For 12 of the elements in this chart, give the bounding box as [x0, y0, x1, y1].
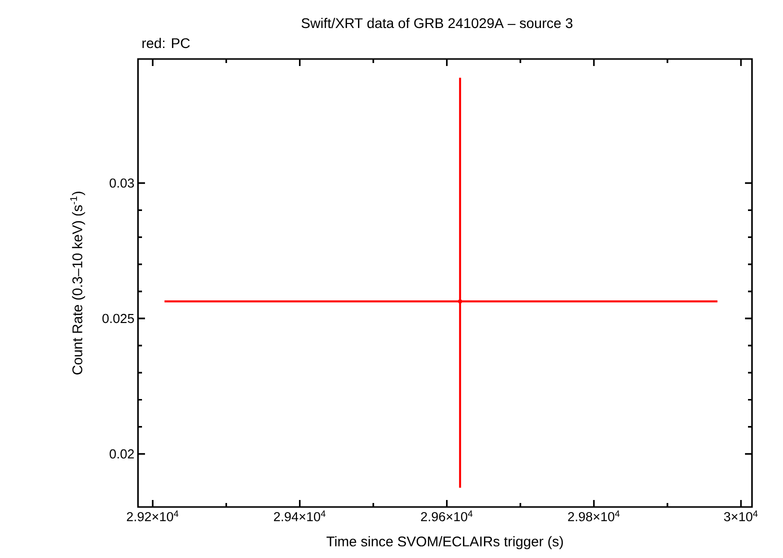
x-tick-label: 2.96×10$^{4}$ — [421, 510, 473, 522]
y-tick-label: 0.025 — [102, 314, 134, 324]
y-axis-title: Count Rate (0.3–10 keV) (s$^{-1}$) — [70, 192, 86, 374]
y-tick-label: 0.03 — [110, 178, 134, 188]
x-tick-label: 2.94×10$^{4}$ — [274, 510, 326, 522]
text: red: PC — [142, 38, 190, 48]
chart-title: Swift/XRT data of GRB 241029A – source 3 — [302, 18, 572, 28]
x-axis-title: Time since SVOM/ECLAIRs trigger (s) — [326, 536, 563, 550]
x-tick-label: 2.98×10$^{4}$ — [568, 510, 620, 522]
x-tick-label: 2.92×10$^{4}$ — [126, 510, 178, 522]
y-tick-label: 0.02 — [110, 449, 134, 459]
x-tick-label: 3×10$^{4}$ — [724, 510, 758, 522]
